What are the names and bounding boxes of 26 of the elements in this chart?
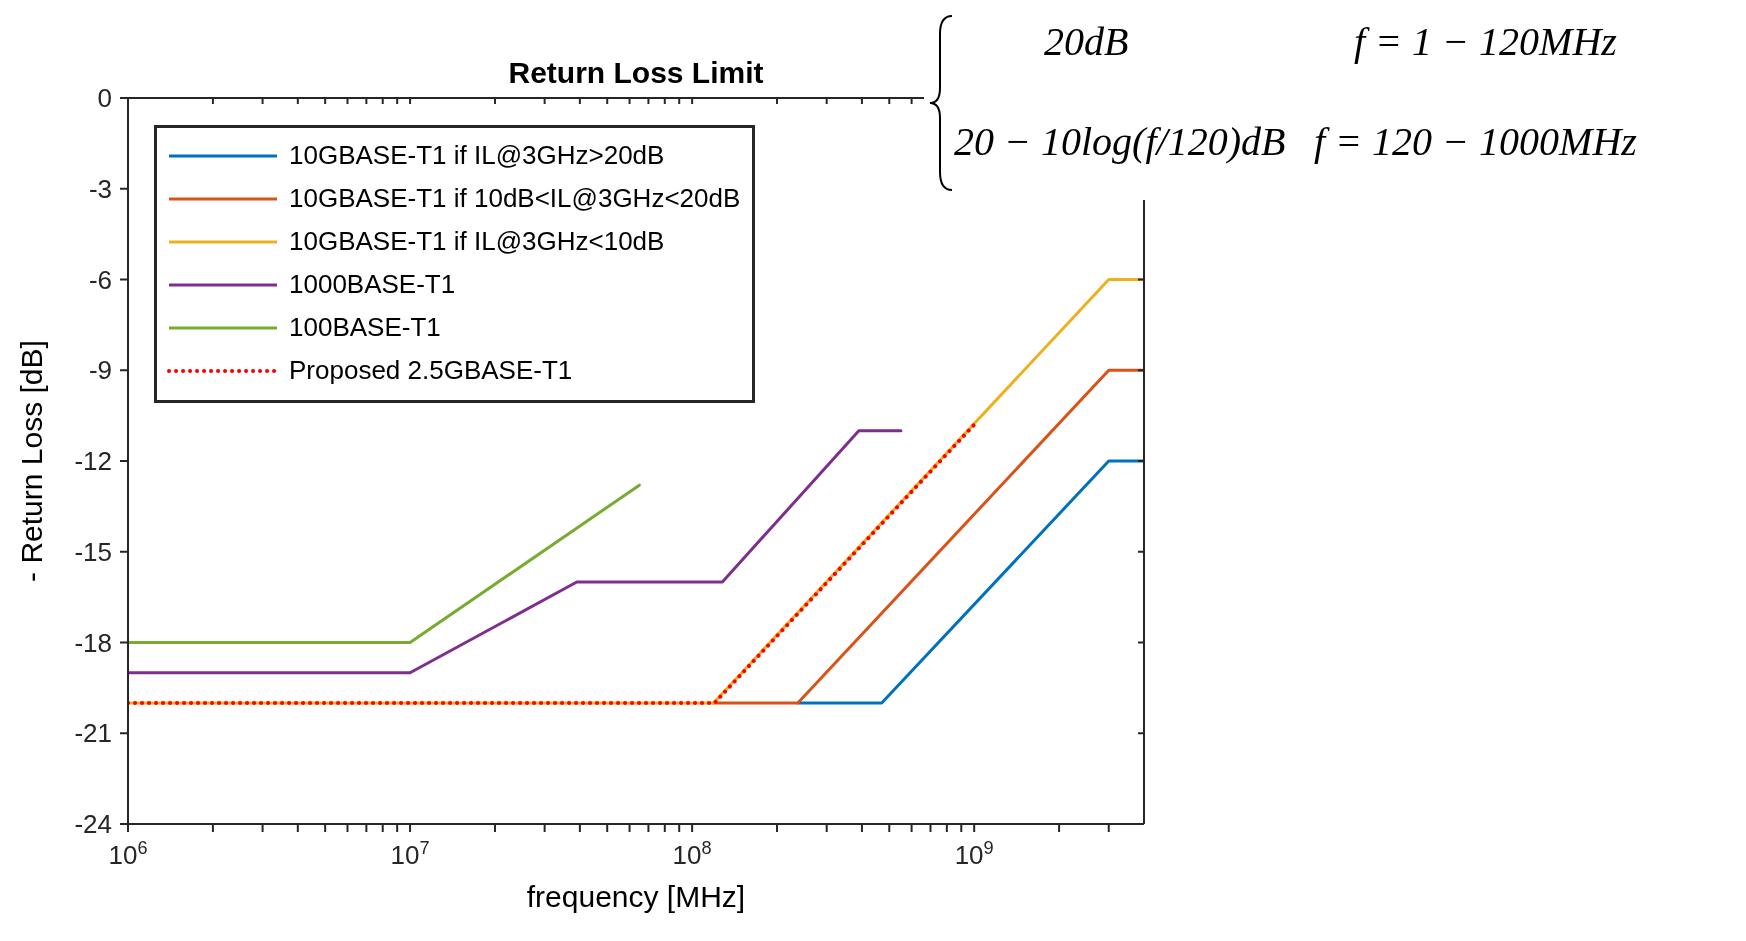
y-tick-label: -24 <box>74 809 112 839</box>
x-tick-label: 10$^{6}$ <box>108 838 148 870</box>
chart-title: Return Loss Limit <box>508 56 764 89</box>
x-tick-label: 10$^{7}$ <box>390 838 430 870</box>
y-tick-label: -15 <box>74 536 112 567</box>
legend-label: Proposed 2.5GBASE-T1 <box>289 355 573 386</box>
y-tick-label: 0 <box>97 83 112 113</box>
y-tick-label: -9 <box>88 355 112 386</box>
legend-label: 10GBASE-T1 if 10dB<IL@3GHz<20dB <box>289 183 741 214</box>
y-tick-label: -21 <box>74 718 112 749</box>
legend-label: 100BASE-T1 <box>289 312 441 343</box>
x-axis-title: frequency [MHz] <box>525 880 747 914</box>
annotation: 20 − 10log(f/120)dB <box>954 118 1286 165</box>
y-axis-title: - Return Loss [dB] <box>15 340 49 582</box>
text: 20dB <box>1044 18 1129 65</box>
legend-label: 10GBASE-T1 if IL@3GHz>20dB <box>289 140 665 171</box>
x-tick-label: 10$^{9}$ <box>954 838 994 870</box>
y-tick-label: -6 <box>88 264 112 295</box>
y-tick-label: -12 <box>74 446 112 476</box>
legend-label: 1000BASE-T1 <box>289 269 456 300</box>
y-tick-label: -18 <box>74 627 112 658</box>
text: f = 120 − 1000MHz <box>1314 118 1637 165</box>
x-tick-label: 10$^{8}$ <box>672 838 712 870</box>
text: f = 1 − 120MHz <box>1354 18 1617 65</box>
y-tick-label: -3 <box>88 173 112 204</box>
legend-label: 10GBASE-T1 if IL@3GHz<10dB <box>289 226 665 257</box>
